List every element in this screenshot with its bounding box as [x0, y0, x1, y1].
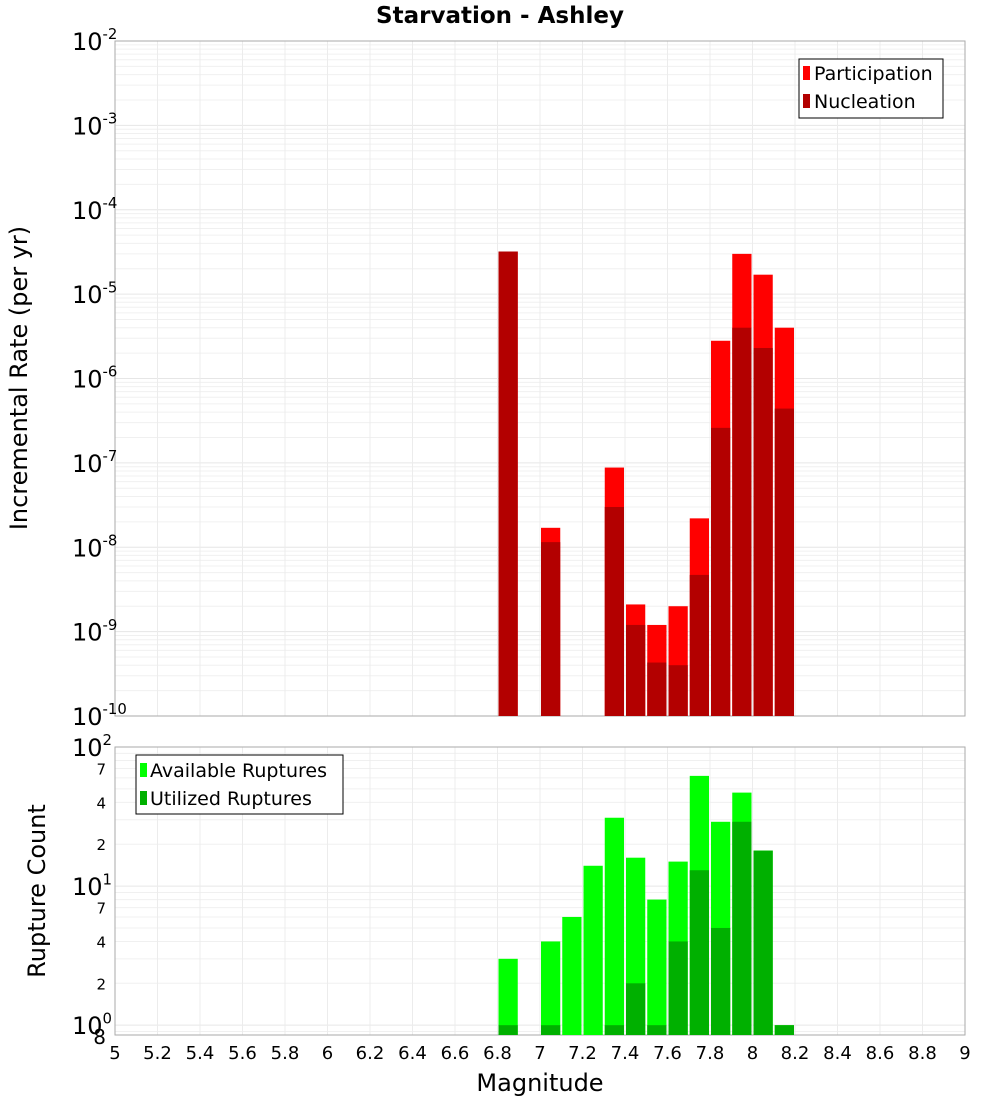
y-tick-label: 100 [72, 1009, 112, 1040]
y-tick-label: 10-3 [72, 110, 117, 141]
x-tick-label: 6.8 [483, 1043, 512, 1064]
utilized-ruptures-bar [498, 1025, 518, 1035]
x-tick-label: 6.2 [356, 1043, 385, 1064]
nucleation-bar [498, 251, 518, 716]
utilized-ruptures-bar [647, 1025, 667, 1035]
utilized-ruptures-bar [689, 870, 709, 1035]
x-tick-label: 5.2 [143, 1043, 172, 1064]
legend-swatch [803, 94, 810, 108]
nucleation-bar [647, 662, 667, 716]
nucleation-bar [604, 506, 624, 716]
y-tick-label: 10-9 [72, 616, 117, 647]
utilized-ruptures-bar [541, 1025, 561, 1035]
y-tick-label: 10-8 [72, 531, 117, 562]
y-minor-tick-label: 7 [96, 761, 106, 779]
legend-top: Participation Nucleation [798, 58, 944, 119]
x-tick-label: 7.2 [568, 1043, 597, 1064]
utilized-ruptures-bar [732, 821, 752, 1035]
plot-frame [114, 40, 966, 717]
nucleation-bar [626, 624, 646, 716]
available-ruptures-bar [498, 958, 518, 1035]
x-tick-label: 7.8 [696, 1043, 725, 1064]
x-tick-label: 8.6 [866, 1043, 895, 1064]
utilized-ruptures-bar [626, 983, 646, 1035]
nucleation-bar [689, 574, 709, 716]
available-ruptures-bar [541, 941, 561, 1035]
legend-label: Participation [814, 63, 933, 85]
y-tick-label: 10-10 [72, 700, 127, 731]
x-tick-label: 8.4 [823, 1043, 852, 1064]
x-axis-label: Magnitude [476, 1069, 603, 1097]
nucleation-bar [753, 347, 773, 716]
available-ruptures-bar [647, 899, 667, 1035]
x-tick-label: 6 [322, 1043, 333, 1064]
x-tick-label: 8 [747, 1043, 758, 1064]
nucleation-bar [711, 427, 731, 716]
legend-bottom: Available Ruptures Utilized Ruptures [135, 754, 344, 815]
plot-frame [114, 746, 966, 1036]
x-tick-label: 5.6 [228, 1043, 257, 1064]
y-tick-label: 10-7 [72, 447, 117, 478]
y-tick-label: 101 [72, 870, 112, 901]
utilized-ruptures-bar [668, 941, 688, 1035]
y-axis-label-top: Incremental Rate (per yr) [5, 226, 33, 530]
legend-swatch [140, 791, 147, 805]
top-panel: 10-2 10-3 10-4 10-5 10-6 10-7 10-8 10-9 10-10 Par… [72, 25, 966, 731]
y-tick-label: 10-6 [72, 363, 117, 394]
utilized-ruptures-bar [604, 1025, 624, 1035]
x-tick-label: 9 [959, 1043, 970, 1064]
x-tick-label: 5.8 [271, 1043, 300, 1064]
legend-swatch [803, 66, 810, 80]
y-minor-tick-label: 2 [96, 975, 106, 993]
x-tick-label: 7.4 [611, 1043, 640, 1064]
x-tick-label: 7 [534, 1043, 545, 1064]
y-tick-label: 10-4 [72, 194, 117, 225]
available-ruptures-bar [604, 817, 624, 1035]
legend-frame [135, 754, 344, 815]
nucleation-bar [774, 408, 794, 716]
y-minor-tick-label: 2 [96, 836, 106, 854]
y-axis-label-bottom: Rupture Count [23, 804, 51, 978]
y-minor-tick-label: 8 [93, 1025, 106, 1049]
nucleation-bar [668, 665, 688, 716]
legend-swatch [140, 763, 147, 777]
utilized-ruptures-bar [711, 927, 731, 1035]
available-ruptures-bar [562, 916, 582, 1035]
utilized-ruptures-bar [774, 1025, 794, 1035]
y-tick-label: 10-2 [72, 25, 117, 56]
x-tick-label: 6.6 [441, 1043, 470, 1064]
x-tick-label: 5.4 [186, 1043, 215, 1064]
y-tick-label: 10-5 [72, 278, 117, 309]
nucleation-bar [541, 542, 561, 716]
legend-label: Available Ruptures [150, 760, 327, 782]
x-tick-label: 7.6 [653, 1043, 682, 1064]
legend-frame [798, 58, 944, 119]
chart-title: Starvation - Ashley [376, 3, 624, 29]
utilized-ruptures-bar [753, 850, 773, 1035]
y-minor-tick-label: 4 [96, 794, 106, 812]
x-tick-label: 6.4 [398, 1043, 427, 1064]
x-tick-label: 8.8 [908, 1043, 937, 1064]
nucleation-bar [732, 327, 752, 716]
x-tick-label: 8.2 [781, 1043, 810, 1064]
y-tick-label: 102 [72, 731, 112, 762]
legend-label: Utilized Ruptures [150, 788, 312, 810]
x-tick-label: 5 [109, 1043, 120, 1064]
available-ruptures-bar [583, 865, 603, 1035]
y-minor-tick-label: 4 [96, 933, 106, 951]
legend-label: Nucleation [814, 91, 916, 113]
y-minor-tick-label: 7 [96, 900, 106, 918]
